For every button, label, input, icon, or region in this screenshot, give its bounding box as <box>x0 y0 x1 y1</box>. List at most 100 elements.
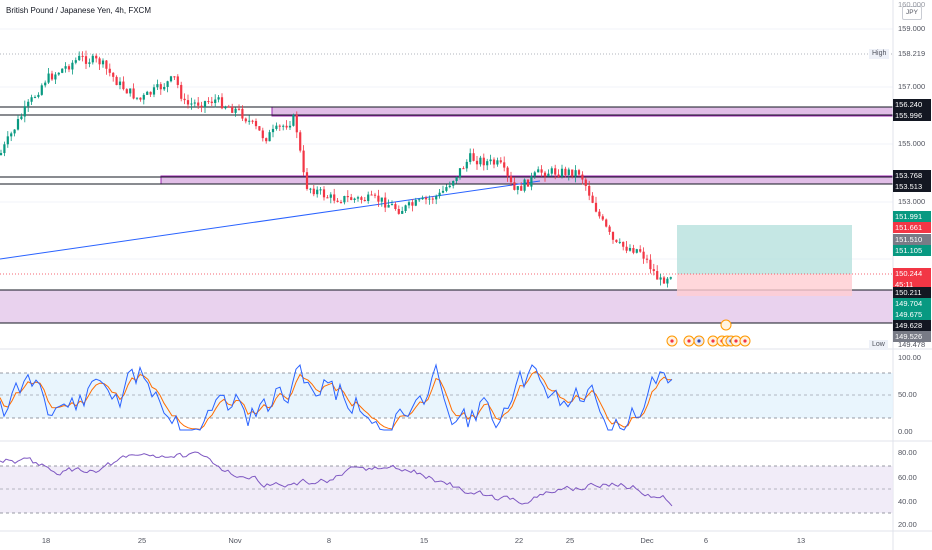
candle-body <box>543 172 547 177</box>
candle-body <box>458 168 462 178</box>
candle-body <box>421 197 424 200</box>
price-label: 150.244 <box>893 268 931 279</box>
candle-body <box>217 97 220 100</box>
candle-body <box>625 246 628 251</box>
candle-body <box>237 108 241 110</box>
candle-body <box>333 194 336 201</box>
candle-body <box>112 72 115 77</box>
rsi-pane[interactable] <box>0 451 893 514</box>
candle-body <box>492 159 496 165</box>
candle-body <box>373 194 377 196</box>
trendline[interactable] <box>0 180 541 260</box>
candle-body <box>339 201 343 203</box>
price-tick: 153.000 <box>898 197 926 206</box>
candle-body <box>540 169 543 173</box>
stop-zone[interactable] <box>677 274 852 296</box>
time-label: 6 <box>703 536 709 545</box>
event-icon-dot <box>687 339 691 343</box>
candle-body <box>645 258 649 260</box>
rsi-tick: 40.00 <box>898 497 917 506</box>
candle-body <box>20 116 23 120</box>
candle-body <box>326 197 329 199</box>
time-label: 25 <box>565 536 575 545</box>
candle-body <box>336 200 339 202</box>
price-label: 151.510 <box>893 234 931 245</box>
price-pane[interactable] <box>0 28 894 347</box>
candle-body <box>0 153 3 155</box>
candle-body <box>207 101 210 103</box>
low-value: 149.478 <box>898 340 926 349</box>
candle-body <box>227 106 230 108</box>
price-label: 149.628 <box>893 320 931 331</box>
candle-body <box>441 190 445 193</box>
candle-body <box>244 118 247 122</box>
candle-body <box>520 186 523 191</box>
stoch-d-line <box>0 370 673 430</box>
candle-body <box>210 101 213 104</box>
candle-body <box>656 271 659 280</box>
candle-body <box>598 211 601 217</box>
candle-body <box>200 105 203 108</box>
candle-body <box>445 187 448 191</box>
economic-events[interactable] <box>666 319 751 347</box>
target-zone[interactable] <box>677 225 852 274</box>
candle-body <box>186 100 190 105</box>
time-label: 25 <box>137 536 147 545</box>
time-label: Dec <box>640 536 654 545</box>
candle-body <box>533 172 536 177</box>
candle-body <box>431 198 434 200</box>
rsi-tick: 20.00 <box>898 520 917 529</box>
price-tick-partial: 160.000 <box>898 0 926 9</box>
candle-body <box>108 68 111 73</box>
candle-body <box>489 159 492 162</box>
candle-body <box>78 55 81 61</box>
candle-body <box>594 202 598 212</box>
candle-body <box>390 204 394 206</box>
stoch-tick: 100.00 <box>898 353 921 362</box>
rsi-tick: 80.00 <box>898 448 917 457</box>
candle-body <box>292 114 295 126</box>
candle-body <box>486 161 489 166</box>
candle-body <box>95 55 98 59</box>
candle-body <box>577 170 581 175</box>
candle-body <box>16 119 20 130</box>
candle-body <box>550 168 553 174</box>
candle-body <box>503 162 506 168</box>
candle-body <box>319 189 322 191</box>
candle-body <box>142 94 145 100</box>
uk-flag-icon-dot <box>697 339 701 343</box>
candle-body <box>574 170 577 177</box>
candle-body <box>40 85 43 95</box>
candle-body <box>3 144 6 154</box>
candle-body <box>180 84 183 99</box>
candle-body <box>261 130 264 139</box>
candle-body <box>384 197 387 208</box>
price-label: 151.991 <box>893 211 931 222</box>
high-value: 158.219 <box>898 49 926 58</box>
candle-body <box>350 197 353 200</box>
candle-body <box>526 179 530 187</box>
candle-body <box>57 72 60 75</box>
candle-body <box>67 66 71 70</box>
candle-body <box>635 249 638 253</box>
candle-body <box>316 189 319 195</box>
candle-body <box>54 74 57 80</box>
candle-body <box>285 125 288 128</box>
currency-badge[interactable]: JPY <box>902 6 922 20</box>
candle-body <box>547 173 550 177</box>
rsi-band <box>0 466 893 513</box>
candle-body <box>380 197 383 202</box>
candle-body <box>394 204 397 210</box>
candle-body <box>268 132 271 142</box>
candle-body <box>662 277 666 284</box>
candle-body <box>353 198 356 200</box>
stochastic-pane[interactable] <box>0 363 893 431</box>
stoch-tick: 0.00 <box>898 427 913 436</box>
price-label: 150.211 <box>893 287 931 298</box>
rsi-tick: 60.00 <box>898 473 917 482</box>
candle-body <box>601 216 604 220</box>
event-icon[interactable] <box>720 319 732 331</box>
time-label: 22 <box>514 536 524 545</box>
candle-body <box>84 56 88 64</box>
